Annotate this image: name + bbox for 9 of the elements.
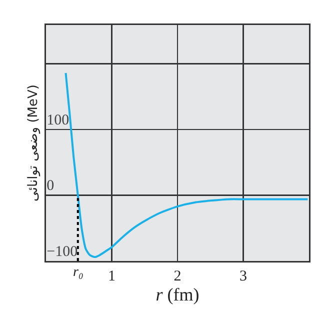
x-tick-label: 1	[108, 268, 116, 284]
y-tick-label: 0	[46, 178, 54, 194]
x-axis-title: r (fm)	[156, 284, 200, 304]
annotation: r₀	[73, 265, 84, 280]
y-tick-label: 100	[46, 112, 70, 128]
x-tick-label: 3	[240, 268, 247, 284]
x-tick-label: 2	[174, 268, 182, 284]
y-axis-title: وضعی توانائی (MeV)	[26, 84, 41, 202]
y-tick-label: −100	[46, 244, 78, 260]
